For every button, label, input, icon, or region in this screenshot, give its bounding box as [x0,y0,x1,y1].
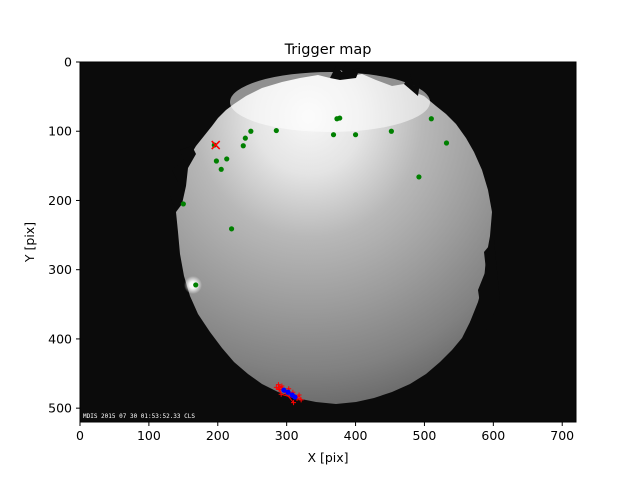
x-tick-label: 300 [275,428,299,443]
x-marker [211,140,221,150]
y-axis-ticks: 0 100 200 300 400 500 [48,55,80,416]
chart-title: Trigger map [284,42,372,58]
trail-point [279,383,285,389]
trail-point [273,384,279,390]
bright-haze [230,72,430,132]
data-point [211,142,217,148]
trail-point [275,382,281,388]
x-tick-label: 100 [137,428,161,443]
series-layer [180,115,450,406]
x-tick-label: 600 [481,428,505,443]
data-point [388,128,394,134]
plot-area: MDIS 2015 07 30 01:53:52.33 CLS [80,62,576,422]
data-point [242,135,248,141]
data-point [193,282,199,288]
trail-point [296,392,302,398]
y-tick-label: 300 [48,262,72,277]
data-point [213,158,219,164]
data-point [240,143,246,149]
data-point [428,116,434,122]
data-point [337,115,343,121]
y-tick-label: 0 [64,55,72,70]
y-tick-label: 200 [48,193,72,208]
y-tick-label: 500 [48,401,72,416]
image-timestamp: MDIS 2015 07 30 01:53:52.33 CLS [83,413,195,420]
x-tick-label: 400 [344,428,368,443]
axes-frame [79,61,577,423]
data-point [273,127,279,134]
series-1 [211,140,221,150]
track-point [292,394,298,400]
track-point [281,387,287,393]
x-axis-ticks: 0 100 200 300 400 500 600 700 [76,422,574,443]
x-tick-label: 700 [550,428,574,443]
y-tick-label: 100 [48,124,72,139]
x-tick-label: 200 [206,428,230,443]
sky-dome [176,70,492,404]
trail-point [276,386,282,392]
y-axis-label: Y [pix] [22,222,37,263]
data-point [248,128,254,134]
data-point [443,140,450,146]
data-point [218,166,224,172]
series-3 [281,387,298,400]
track-point [285,389,291,395]
tree-silhouettes [170,62,500,330]
data-point [180,201,186,207]
x-axis-label: X [pix] [307,450,348,465]
data-point [330,132,337,138]
trail-point [291,400,297,406]
trail-point [298,397,304,403]
data-point [228,226,235,232]
data-point [352,132,359,138]
series-0 [180,115,450,288]
x-tick-label: 0 [76,428,84,443]
data-point [224,156,230,162]
y-tick-label: 400 [48,331,72,346]
x-tick-label: 500 [413,428,437,443]
moon [184,276,202,294]
trail-point [278,391,284,397]
data-point [416,174,422,180]
